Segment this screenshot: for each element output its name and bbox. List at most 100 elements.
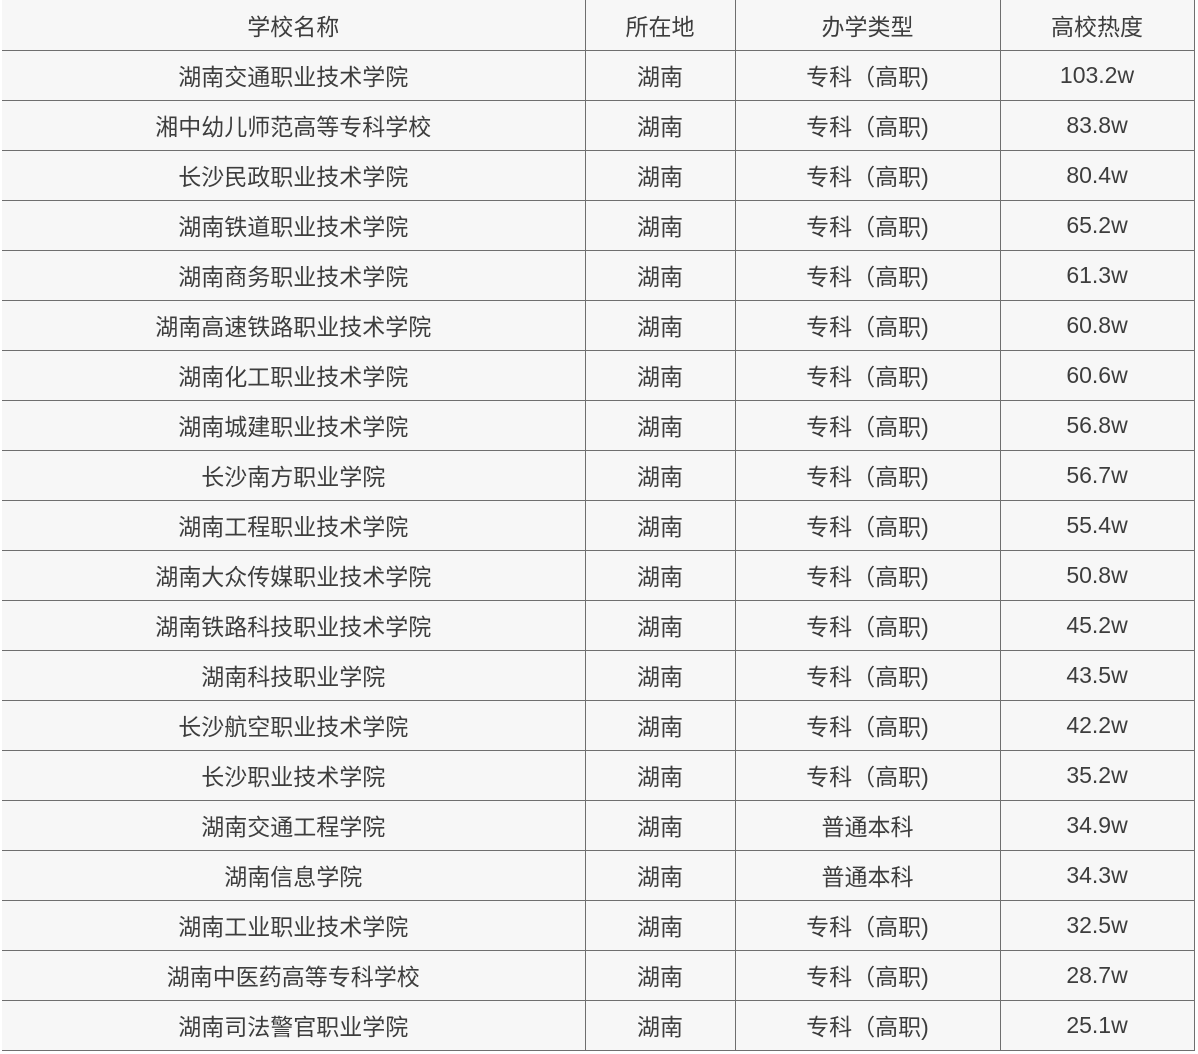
- popularity-cell: 65.2w: [999, 199, 1195, 251]
- location-cell: 湖南: [584, 749, 736, 801]
- table-row: 湖南化工职业技术学院 湖南 专科（高职) 60.6w: [2, 349, 1195, 401]
- school-type-cell: 专科（高职): [734, 749, 1001, 801]
- column-header-school-type: 办学类型: [734, 0, 1001, 51]
- popularity-cell: 34.3w: [999, 849, 1195, 901]
- column-header-location: 所在地: [584, 0, 736, 51]
- school-name-cell: 长沙民政职业技术学院: [2, 149, 586, 201]
- table-row: 湖南工程职业技术学院 湖南 专科（高职) 55.4w: [2, 499, 1195, 551]
- school-name-cell: 湖南工业职业技术学院: [2, 899, 586, 951]
- school-name-cell: 湖南铁道职业技术学院: [2, 199, 586, 251]
- school-type-cell: 专科（高职): [734, 299, 1001, 351]
- school-type-cell: 专科（高职): [734, 499, 1001, 551]
- location-cell: 湖南: [584, 799, 736, 851]
- school-type-cell: 专科（高职): [734, 549, 1001, 601]
- school-type-cell: 专科（高职): [734, 899, 1001, 951]
- popularity-cell: 50.8w: [999, 549, 1195, 601]
- location-cell: 湖南: [584, 899, 736, 951]
- table-row: 长沙职业技术学院 湖南 专科（高职) 35.2w: [2, 749, 1195, 801]
- location-cell: 湖南: [584, 549, 736, 601]
- location-cell: 湖南: [584, 999, 736, 1051]
- popularity-cell: 45.2w: [999, 599, 1195, 651]
- table-row: 湖南城建职业技术学院 湖南 专科（高职) 56.8w: [2, 399, 1195, 451]
- location-cell: 湖南: [584, 49, 736, 101]
- table-row: 湖南大众传媒职业技术学院 湖南 专科（高职) 50.8w: [2, 549, 1195, 601]
- table-row: 湘中幼儿师范高等专科学校 湖南 专科（高职) 83.8w: [2, 99, 1195, 151]
- school-name-cell: 长沙职业技术学院: [2, 749, 586, 801]
- popularity-cell: 56.7w: [999, 449, 1195, 501]
- school-type-cell: 专科（高职): [734, 649, 1001, 701]
- popularity-cell: 80.4w: [999, 149, 1195, 201]
- popularity-cell: 55.4w: [999, 499, 1195, 551]
- table-row: 湖南铁路科技职业技术学院 湖南 专科（高职) 45.2w: [2, 599, 1195, 651]
- school-type-cell: 专科（高职): [734, 249, 1001, 301]
- location-cell: 湖南: [584, 849, 736, 901]
- table-row: 湖南高速铁路职业技术学院 湖南 专科（高职) 60.8w: [2, 299, 1195, 351]
- popularity-cell: 34.9w: [999, 799, 1195, 851]
- school-name-cell: 湖南铁路科技职业技术学院: [2, 599, 586, 651]
- location-cell: 湖南: [584, 349, 736, 401]
- school-type-cell: 专科（高职): [734, 149, 1001, 201]
- table-row: 湖南中医药高等专科学校 湖南 专科（高职) 28.7w: [2, 949, 1195, 1001]
- location-cell: 湖南: [584, 499, 736, 551]
- table-row: 长沙民政职业技术学院 湖南 专科（高职) 80.4w: [2, 149, 1195, 201]
- popularity-cell: 83.8w: [999, 99, 1195, 151]
- school-name-cell: 湖南高速铁路职业技术学院: [2, 299, 586, 351]
- location-cell: 湖南: [584, 299, 736, 351]
- popularity-cell: 43.5w: [999, 649, 1195, 701]
- header-row: 学校名称 所在地 办学类型 高校热度: [2, 0, 1195, 51]
- location-cell: 湖南: [584, 449, 736, 501]
- school-name-cell: 湖南信息学院: [2, 849, 586, 901]
- popularity-cell: 28.7w: [999, 949, 1195, 1001]
- school-type-cell: 专科（高职): [734, 999, 1001, 1051]
- table-row: 湖南司法警官职业学院 湖南 专科（高职) 25.1w: [2, 999, 1195, 1051]
- school-name-cell: 湖南大众传媒职业技术学院: [2, 549, 586, 601]
- table-row: 长沙南方职业学院 湖南 专科（高职) 56.7w: [2, 449, 1195, 501]
- popularity-cell: 103.2w: [999, 49, 1195, 101]
- table-row: 湖南工业职业技术学院 湖南 专科（高职) 32.5w: [2, 899, 1195, 951]
- school-type-cell: 专科（高职): [734, 399, 1001, 451]
- school-name-cell: 湖南科技职业学院: [2, 649, 586, 701]
- location-cell: 湖南: [584, 699, 736, 751]
- popularity-cell: 35.2w: [999, 749, 1195, 801]
- popularity-cell: 56.8w: [999, 399, 1195, 451]
- location-cell: 湖南: [584, 99, 736, 151]
- popularity-cell: 32.5w: [999, 899, 1195, 951]
- table-body: 湖南交通职业技术学院 湖南 专科（高职) 103.2w 湘中幼儿师范高等专科学校…: [2, 49, 1195, 1051]
- school-name-cell: 湖南化工职业技术学院: [2, 349, 586, 401]
- school-name-cell: 湘中幼儿师范高等专科学校: [2, 99, 586, 151]
- popularity-cell: 42.2w: [999, 699, 1195, 751]
- location-cell: 湖南: [584, 149, 736, 201]
- table-row: 湖南信息学院 湖南 普通本科 34.3w: [2, 849, 1195, 901]
- school-name-cell: 湖南司法警官职业学院: [2, 999, 586, 1051]
- location-cell: 湖南: [584, 649, 736, 701]
- school-type-cell: 专科（高职): [734, 449, 1001, 501]
- school-name-cell: 长沙南方职业学院: [2, 449, 586, 501]
- school-type-cell: 专科（高职): [734, 199, 1001, 251]
- table-row: 长沙航空职业技术学院 湖南 专科（高职) 42.2w: [2, 699, 1195, 751]
- school-name-cell: 湖南交通工程学院: [2, 799, 586, 851]
- school-name-cell: 长沙航空职业技术学院: [2, 699, 586, 751]
- school-type-cell: 专科（高职): [734, 49, 1001, 101]
- school-type-cell: 专科（高职): [734, 949, 1001, 1001]
- table-row: 湖南交通职业技术学院 湖南 专科（高职) 103.2w: [2, 49, 1195, 101]
- school-type-cell: 普通本科: [734, 849, 1001, 901]
- popularity-cell: 60.6w: [999, 349, 1195, 401]
- school-name-cell: 湖南工程职业技术学院: [2, 499, 586, 551]
- column-header-popularity: 高校热度: [999, 0, 1195, 51]
- school-type-cell: 专科（高职): [734, 599, 1001, 651]
- school-name-cell: 湖南商务职业技术学院: [2, 249, 586, 301]
- school-type-cell: 普通本科: [734, 799, 1001, 851]
- location-cell: 湖南: [584, 199, 736, 251]
- school-type-cell: 专科（高职): [734, 99, 1001, 151]
- school-name-cell: 湖南中医药高等专科学校: [2, 949, 586, 1001]
- school-type-cell: 专科（高职): [734, 349, 1001, 401]
- table-row: 湖南铁道职业技术学院 湖南 专科（高职) 65.2w: [2, 199, 1195, 251]
- table-row: 湖南商务职业技术学院 湖南 专科（高职) 61.3w: [2, 249, 1195, 301]
- location-cell: 湖南: [584, 399, 736, 451]
- column-header-school-name: 学校名称: [2, 0, 586, 51]
- school-name-cell: 湖南交通职业技术学院: [2, 49, 586, 101]
- school-name-cell: 湖南城建职业技术学院: [2, 399, 586, 451]
- popularity-cell: 60.8w: [999, 299, 1195, 351]
- school-type-cell: 专科（高职): [734, 699, 1001, 751]
